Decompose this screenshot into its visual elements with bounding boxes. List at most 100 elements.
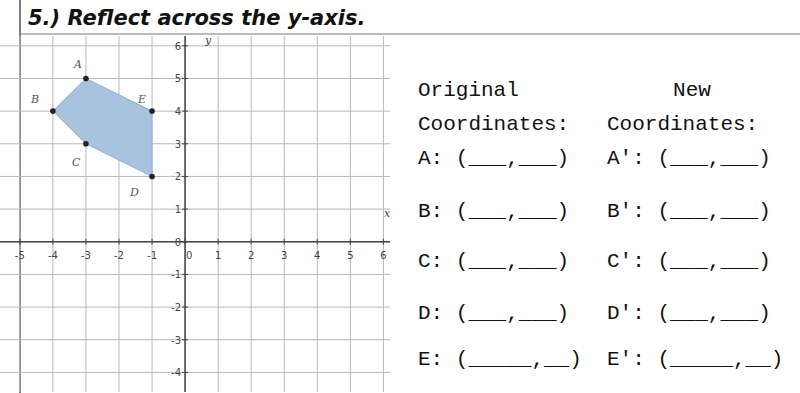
x-tick-label: 5 bbox=[347, 250, 353, 261]
y-tick-label: 2 bbox=[175, 171, 181, 182]
y-tick-label: -2 bbox=[171, 302, 181, 313]
grid-line bbox=[52, 36, 53, 392]
y-tick-label: 6 bbox=[175, 41, 181, 52]
table-cell: E: (_____,__) bbox=[418, 348, 582, 371]
vertex bbox=[83, 76, 89, 82]
tick bbox=[284, 239, 285, 245]
vertex bbox=[149, 174, 155, 180]
tick bbox=[182, 45, 188, 46]
x-tick-label: -2 bbox=[114, 250, 124, 261]
x-tick-label: -3 bbox=[81, 250, 91, 261]
y-tick-label: -3 bbox=[171, 335, 181, 346]
x-tick-label: 0 bbox=[186, 250, 192, 261]
x-tick-label: -5 bbox=[15, 250, 25, 261]
grid-line bbox=[0, 143, 390, 144]
grid bbox=[0, 36, 390, 392]
table-cell: D: (___,___) bbox=[418, 302, 569, 325]
tick bbox=[182, 241, 188, 242]
page: 5.) Reflect across the y-axis. -5 -4 -3 -2 -1… bbox=[0, 0, 800, 393]
tick bbox=[182, 209, 188, 210]
x-tick-label: 4 bbox=[314, 250, 320, 261]
grid-line bbox=[0, 372, 390, 373]
x-tick-label: -4 bbox=[48, 250, 58, 261]
title: 5.) Reflect across the y-axis. bbox=[28, 6, 366, 30]
y-tick-label: -1 bbox=[171, 269, 181, 280]
tick bbox=[182, 274, 188, 275]
table-cell: A': (___,___) bbox=[607, 147, 771, 170]
point-label: E bbox=[137, 93, 146, 106]
table-cell: A: (___,___) bbox=[418, 147, 569, 170]
y-axis bbox=[184, 36, 186, 392]
tick bbox=[350, 239, 351, 245]
frame bbox=[19, 0, 21, 393]
tick bbox=[52, 239, 53, 245]
y-tick-label: 1 bbox=[175, 204, 181, 215]
table-cell: B': (___,___) bbox=[607, 200, 771, 223]
grid-line bbox=[0, 176, 390, 177]
grid-line bbox=[0, 241, 390, 242]
tick bbox=[218, 239, 219, 245]
x-tick-label: 1 bbox=[215, 250, 221, 261]
table-cell: C': (___,___) bbox=[607, 250, 771, 273]
y-tick-label: -4 bbox=[171, 367, 181, 378]
table-header: Coordinates: bbox=[607, 113, 758, 136]
vertex bbox=[83, 141, 89, 147]
tick bbox=[182, 111, 188, 112]
tick bbox=[182, 143, 188, 144]
grid-line bbox=[118, 36, 119, 392]
grid-line bbox=[0, 209, 390, 210]
grid-line bbox=[251, 36, 252, 392]
y-tick-label: 5 bbox=[175, 73, 181, 84]
tick bbox=[182, 176, 188, 177]
data bbox=[50, 76, 155, 180]
grid-line bbox=[19, 36, 20, 392]
y-tick-label: 4 bbox=[175, 106, 181, 117]
grid-line bbox=[350, 36, 351, 392]
table-header: New bbox=[673, 79, 711, 102]
tick bbox=[19, 239, 20, 245]
y-tick-label: 0 bbox=[175, 237, 181, 248]
grid-line bbox=[0, 274, 390, 275]
point-label: A bbox=[73, 58, 82, 71]
grid-line bbox=[0, 78, 390, 79]
table-cell: D': (___,___) bbox=[607, 302, 771, 325]
grid-line bbox=[0, 339, 390, 340]
tick bbox=[85, 239, 86, 245]
grid-line bbox=[218, 36, 219, 392]
x-tick-label: -1 bbox=[147, 250, 157, 261]
grid-line bbox=[152, 36, 153, 392]
grid-line bbox=[0, 307, 390, 308]
tick bbox=[152, 239, 153, 245]
x-tick-label: 3 bbox=[281, 250, 287, 261]
table-cell: E': (_____,__) bbox=[607, 348, 783, 371]
figure bbox=[53, 78, 152, 176]
vertex bbox=[50, 108, 56, 114]
table-header: Coordinates: bbox=[418, 113, 569, 136]
tick bbox=[383, 239, 384, 245]
x-axis bbox=[0, 241, 390, 243]
x-tick-label: 2 bbox=[248, 250, 254, 261]
tick bbox=[182, 372, 188, 373]
grid-line bbox=[0, 45, 390, 46]
grid-line bbox=[185, 36, 186, 392]
grid-line bbox=[317, 36, 318, 392]
tick bbox=[182, 78, 188, 79]
point-label: C bbox=[72, 156, 81, 169]
vertex bbox=[149, 108, 155, 114]
tick bbox=[182, 339, 188, 340]
x-axis-label: x bbox=[384, 207, 391, 220]
table-header: Original bbox=[418, 79, 519, 102]
y-axis-label: y bbox=[204, 34, 212, 47]
tick bbox=[118, 239, 119, 245]
tick bbox=[317, 239, 318, 245]
frame bbox=[20, 34, 800, 35]
x-tick-label: 6 bbox=[380, 250, 386, 261]
point-label: D bbox=[129, 186, 139, 199]
table-cell: B: (___,___) bbox=[418, 200, 569, 223]
y-tick-label: 3 bbox=[175, 139, 181, 150]
tick bbox=[251, 239, 252, 245]
point-label: B bbox=[30, 93, 39, 106]
grid-line bbox=[284, 36, 285, 392]
tick bbox=[182, 307, 188, 308]
table-cell: C: (___,___) bbox=[418, 250, 569, 273]
